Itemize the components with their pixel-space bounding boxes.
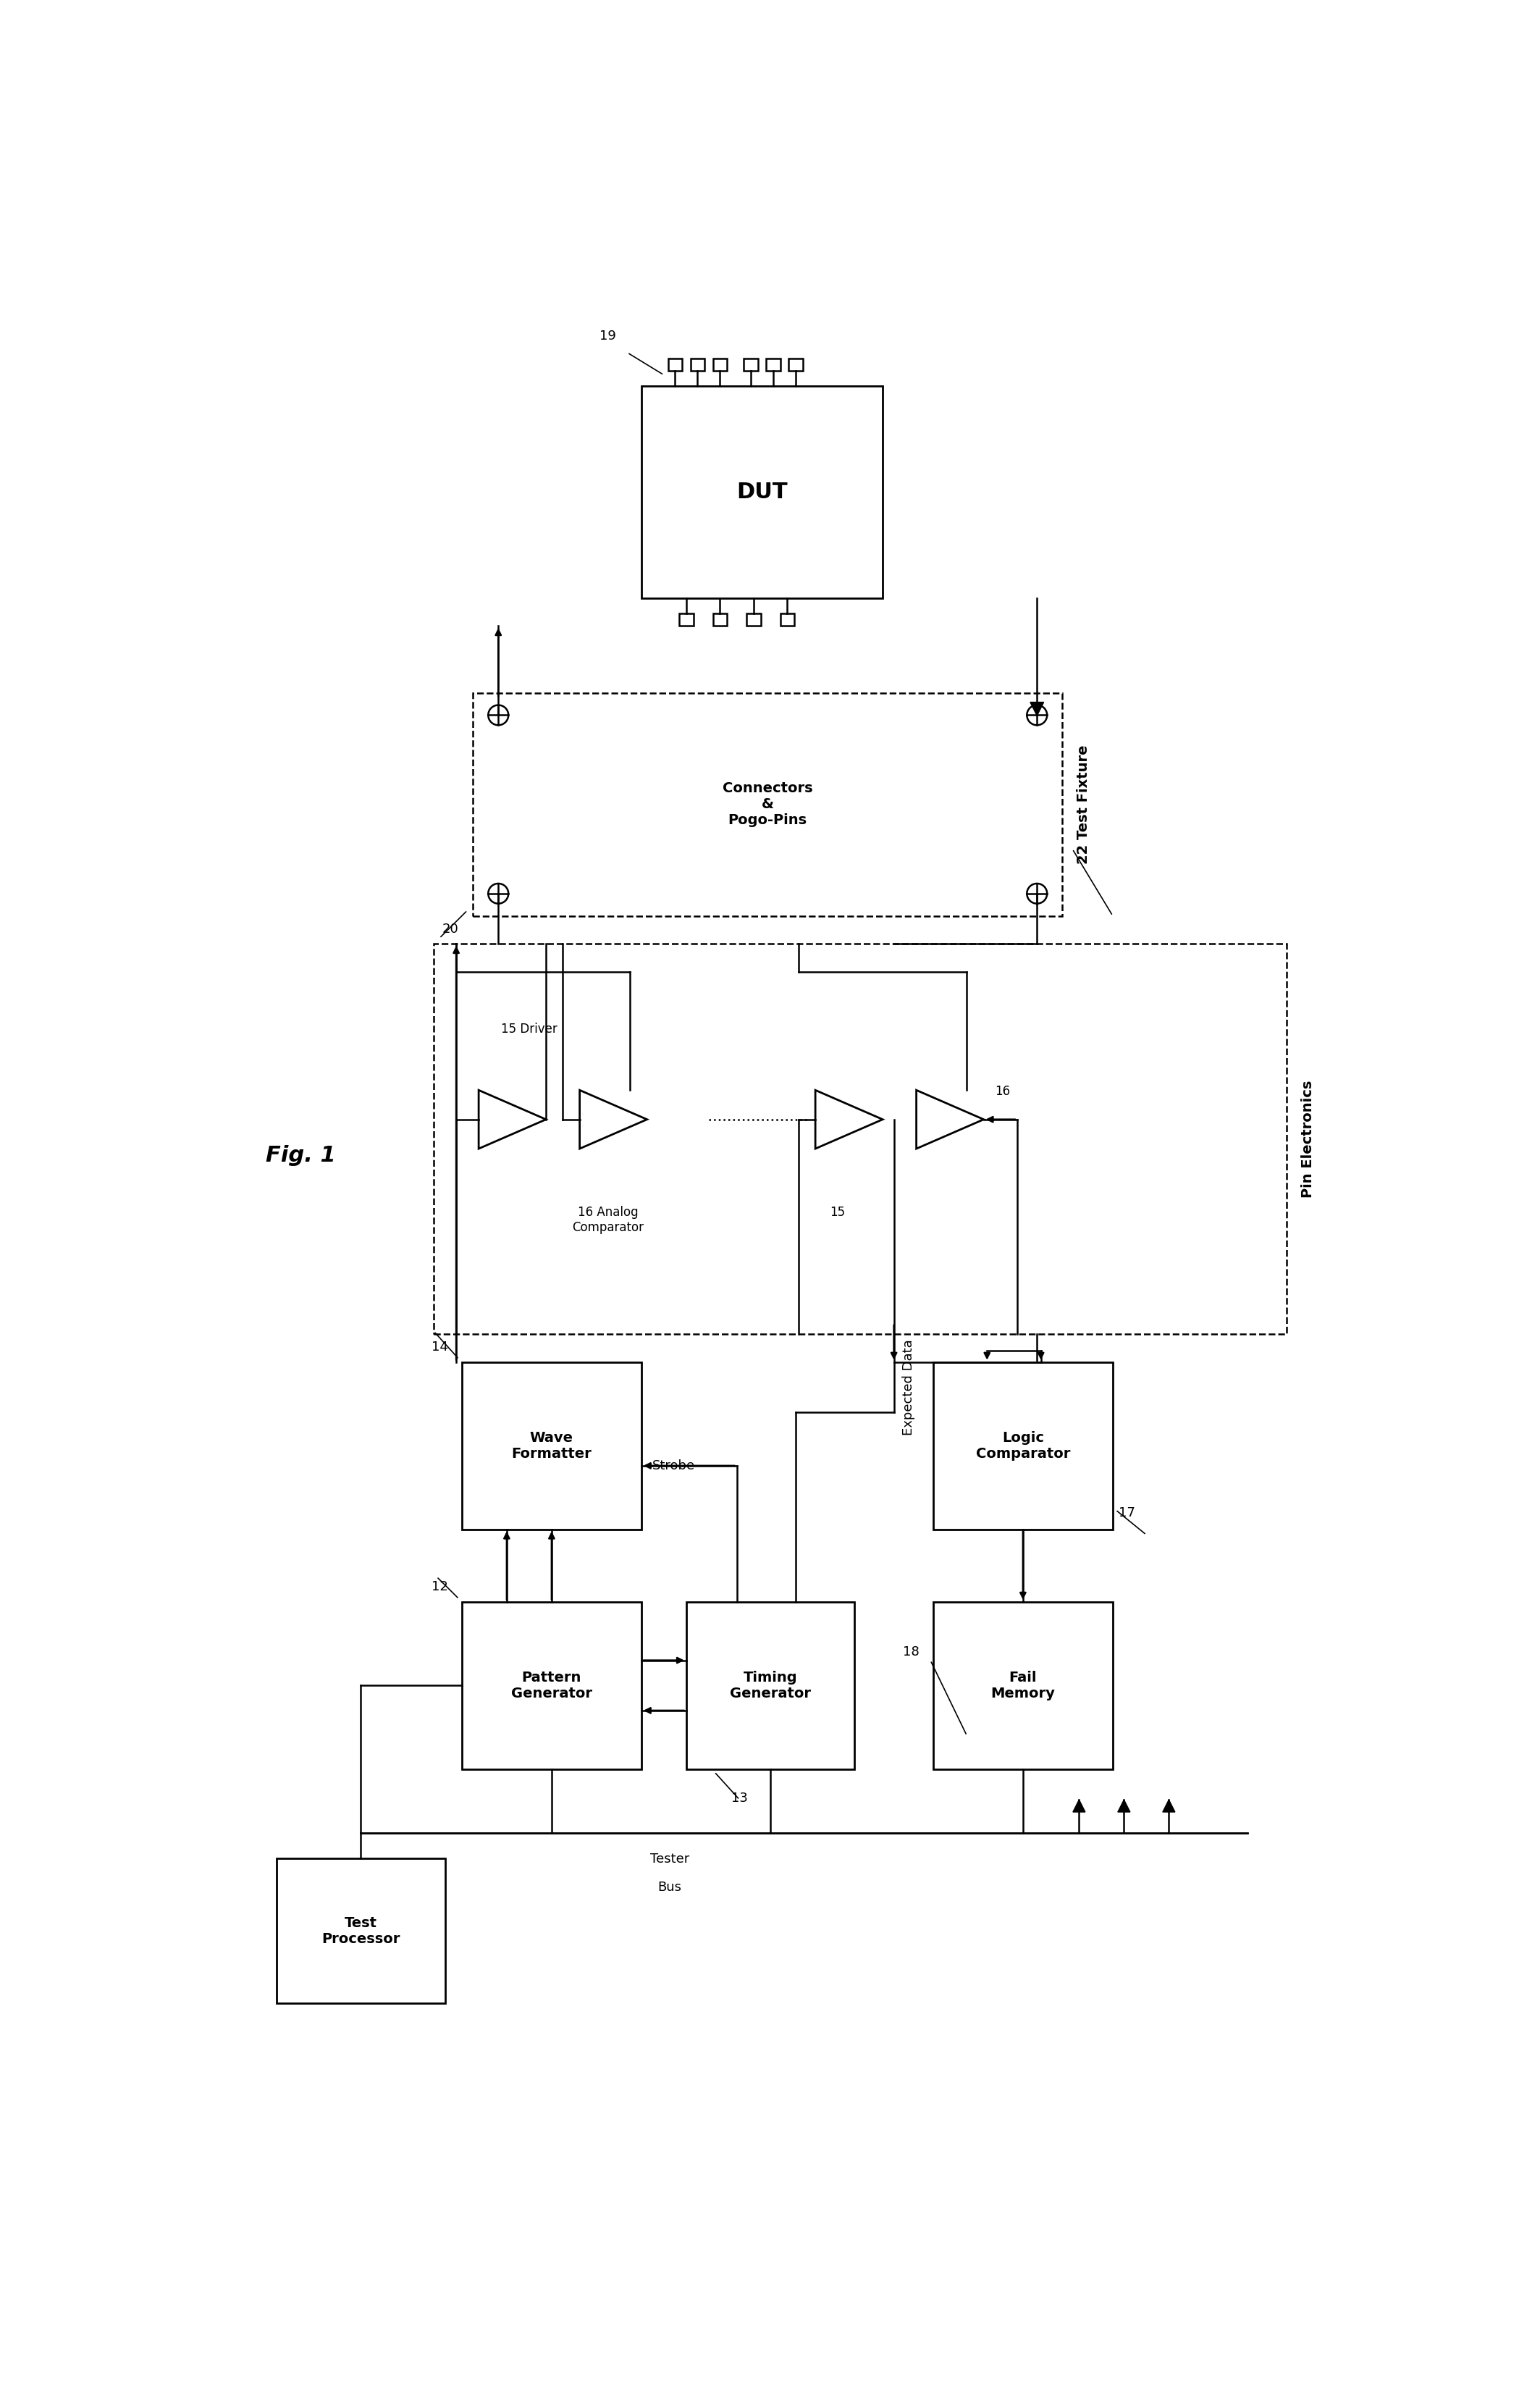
Text: Tester: Tester <box>650 1854 688 1866</box>
Text: 20: 20 <box>442 922 459 936</box>
Bar <box>767 359 781 371</box>
Text: 17: 17 <box>1118 1506 1135 1518</box>
Text: 16: 16 <box>995 1085 1010 1097</box>
Bar <box>933 1363 1113 1530</box>
Text: 19: 19 <box>599 331 616 342</box>
Text: Expected Data: Expected Data <box>902 1339 915 1435</box>
Bar <box>687 1602 855 1770</box>
Bar <box>668 359 682 371</box>
Bar <box>933 1602 1113 1770</box>
Polygon shape <box>1030 702 1044 716</box>
Bar <box>713 613 727 625</box>
Text: Wave
Formatter: Wave Formatter <box>511 1430 591 1461</box>
Polygon shape <box>1073 1799 1086 1813</box>
Bar <box>277 1859 445 2002</box>
Text: 13: 13 <box>731 1791 748 1803</box>
Polygon shape <box>1163 1799 1175 1813</box>
Bar <box>473 692 1063 915</box>
Text: Fig. 1: Fig. 1 <box>265 1145 336 1166</box>
Bar <box>781 613 795 625</box>
Text: 15 Driver: 15 Driver <box>500 1023 557 1035</box>
Text: 22 Test Fixture: 22 Test Fixture <box>1076 745 1090 865</box>
Text: 12: 12 <box>431 1581 448 1593</box>
Bar <box>747 613 761 625</box>
Text: Strobe: Strobe <box>653 1459 696 1473</box>
Text: DUT: DUT <box>736 481 787 503</box>
Text: Bus: Bus <box>658 1880 681 1894</box>
Text: Pattern
Generator: Pattern Generator <box>511 1672 593 1700</box>
Bar <box>788 359 802 371</box>
Bar <box>641 386 882 599</box>
Bar <box>679 613 693 625</box>
Text: Test
Processor: Test Processor <box>322 1916 400 1945</box>
Text: 18: 18 <box>902 1645 919 1657</box>
Text: 16 Analog
Comparator: 16 Analog Comparator <box>571 1205 644 1233</box>
Bar <box>462 1363 641 1530</box>
Text: 14: 14 <box>431 1341 448 1353</box>
Text: Pin Electronics: Pin Electronics <box>1301 1080 1315 1198</box>
Text: Connectors
&
Pogo-Pins: Connectors & Pogo-Pins <box>722 781 813 826</box>
Text: Logic
Comparator: Logic Comparator <box>976 1430 1070 1461</box>
Bar <box>713 359 727 371</box>
Text: Timing
Generator: Timing Generator <box>730 1672 812 1700</box>
Bar <box>744 359 758 371</box>
Bar <box>690 359 704 371</box>
Text: Fail
Memory: Fail Memory <box>990 1672 1055 1700</box>
Bar <box>434 944 1287 1334</box>
Polygon shape <box>1118 1799 1130 1813</box>
Bar <box>462 1602 641 1770</box>
Text: 15: 15 <box>830 1205 845 1219</box>
